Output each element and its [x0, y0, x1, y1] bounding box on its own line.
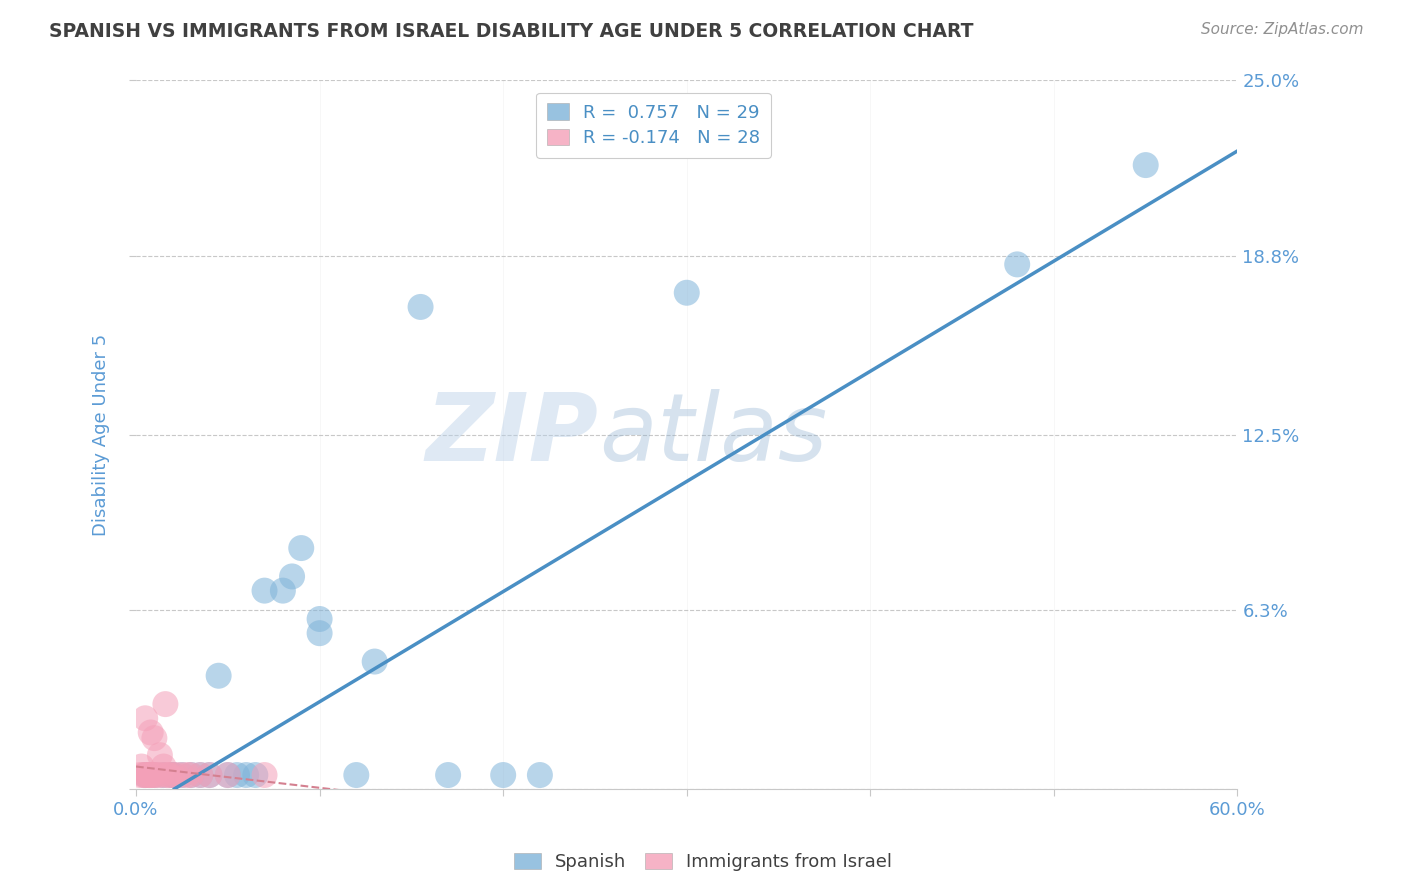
Y-axis label: Disability Age Under 5: Disability Age Under 5 — [93, 334, 110, 536]
Point — [529, 768, 551, 782]
Point — [492, 768, 515, 782]
Point — [157, 768, 180, 782]
Point — [143, 731, 166, 746]
Point — [253, 583, 276, 598]
Point — [134, 768, 156, 782]
Point — [134, 768, 156, 782]
Legend: Spanish, Immigrants from Israel: Spanish, Immigrants from Israel — [506, 846, 900, 879]
Point — [152, 768, 174, 782]
Point — [162, 768, 184, 782]
Point — [245, 768, 267, 782]
Point — [1135, 158, 1157, 172]
Point — [134, 711, 156, 725]
Point — [170, 768, 193, 782]
Point — [156, 768, 179, 782]
Point — [290, 541, 312, 555]
Point — [139, 768, 162, 782]
Point — [155, 697, 177, 711]
Point — [150, 768, 173, 782]
Point — [188, 768, 211, 782]
Point — [138, 768, 160, 782]
Point — [131, 759, 153, 773]
Point — [143, 768, 166, 782]
Point — [271, 583, 294, 598]
Point — [437, 768, 460, 782]
Point — [141, 768, 163, 782]
Point — [152, 759, 174, 773]
Point — [217, 768, 239, 782]
Text: SPANISH VS IMMIGRANTS FROM ISRAEL DISABILITY AGE UNDER 5 CORRELATION CHART: SPANISH VS IMMIGRANTS FROM ISRAEL DISABI… — [49, 22, 974, 41]
Point — [217, 768, 239, 782]
Point — [165, 768, 187, 782]
Point — [143, 768, 166, 782]
Point — [170, 768, 193, 782]
Point — [162, 768, 184, 782]
Point — [308, 612, 330, 626]
Point — [188, 768, 211, 782]
Point — [1005, 257, 1028, 271]
Point — [409, 300, 432, 314]
Text: Source: ZipAtlas.com: Source: ZipAtlas.com — [1201, 22, 1364, 37]
Point — [176, 768, 198, 782]
Point — [198, 768, 221, 782]
Point — [281, 569, 304, 583]
Point — [146, 768, 169, 782]
Point — [235, 768, 257, 782]
Point — [132, 768, 155, 782]
Point — [139, 725, 162, 739]
Point — [675, 285, 697, 300]
Text: atlas: atlas — [599, 389, 827, 480]
Point — [253, 768, 276, 782]
Point — [162, 768, 184, 782]
Point — [308, 626, 330, 640]
Point — [136, 768, 159, 782]
Point — [226, 768, 249, 782]
Point — [363, 655, 385, 669]
Point — [344, 768, 367, 782]
Point — [198, 768, 221, 782]
Legend: R =  0.757   N = 29, R = -0.174   N = 28: R = 0.757 N = 29, R = -0.174 N = 28 — [536, 93, 770, 158]
Point — [149, 748, 172, 763]
Point — [128, 768, 150, 782]
Text: ZIP: ZIP — [426, 389, 599, 481]
Point — [180, 768, 202, 782]
Point — [208, 669, 231, 683]
Point — [180, 768, 202, 782]
